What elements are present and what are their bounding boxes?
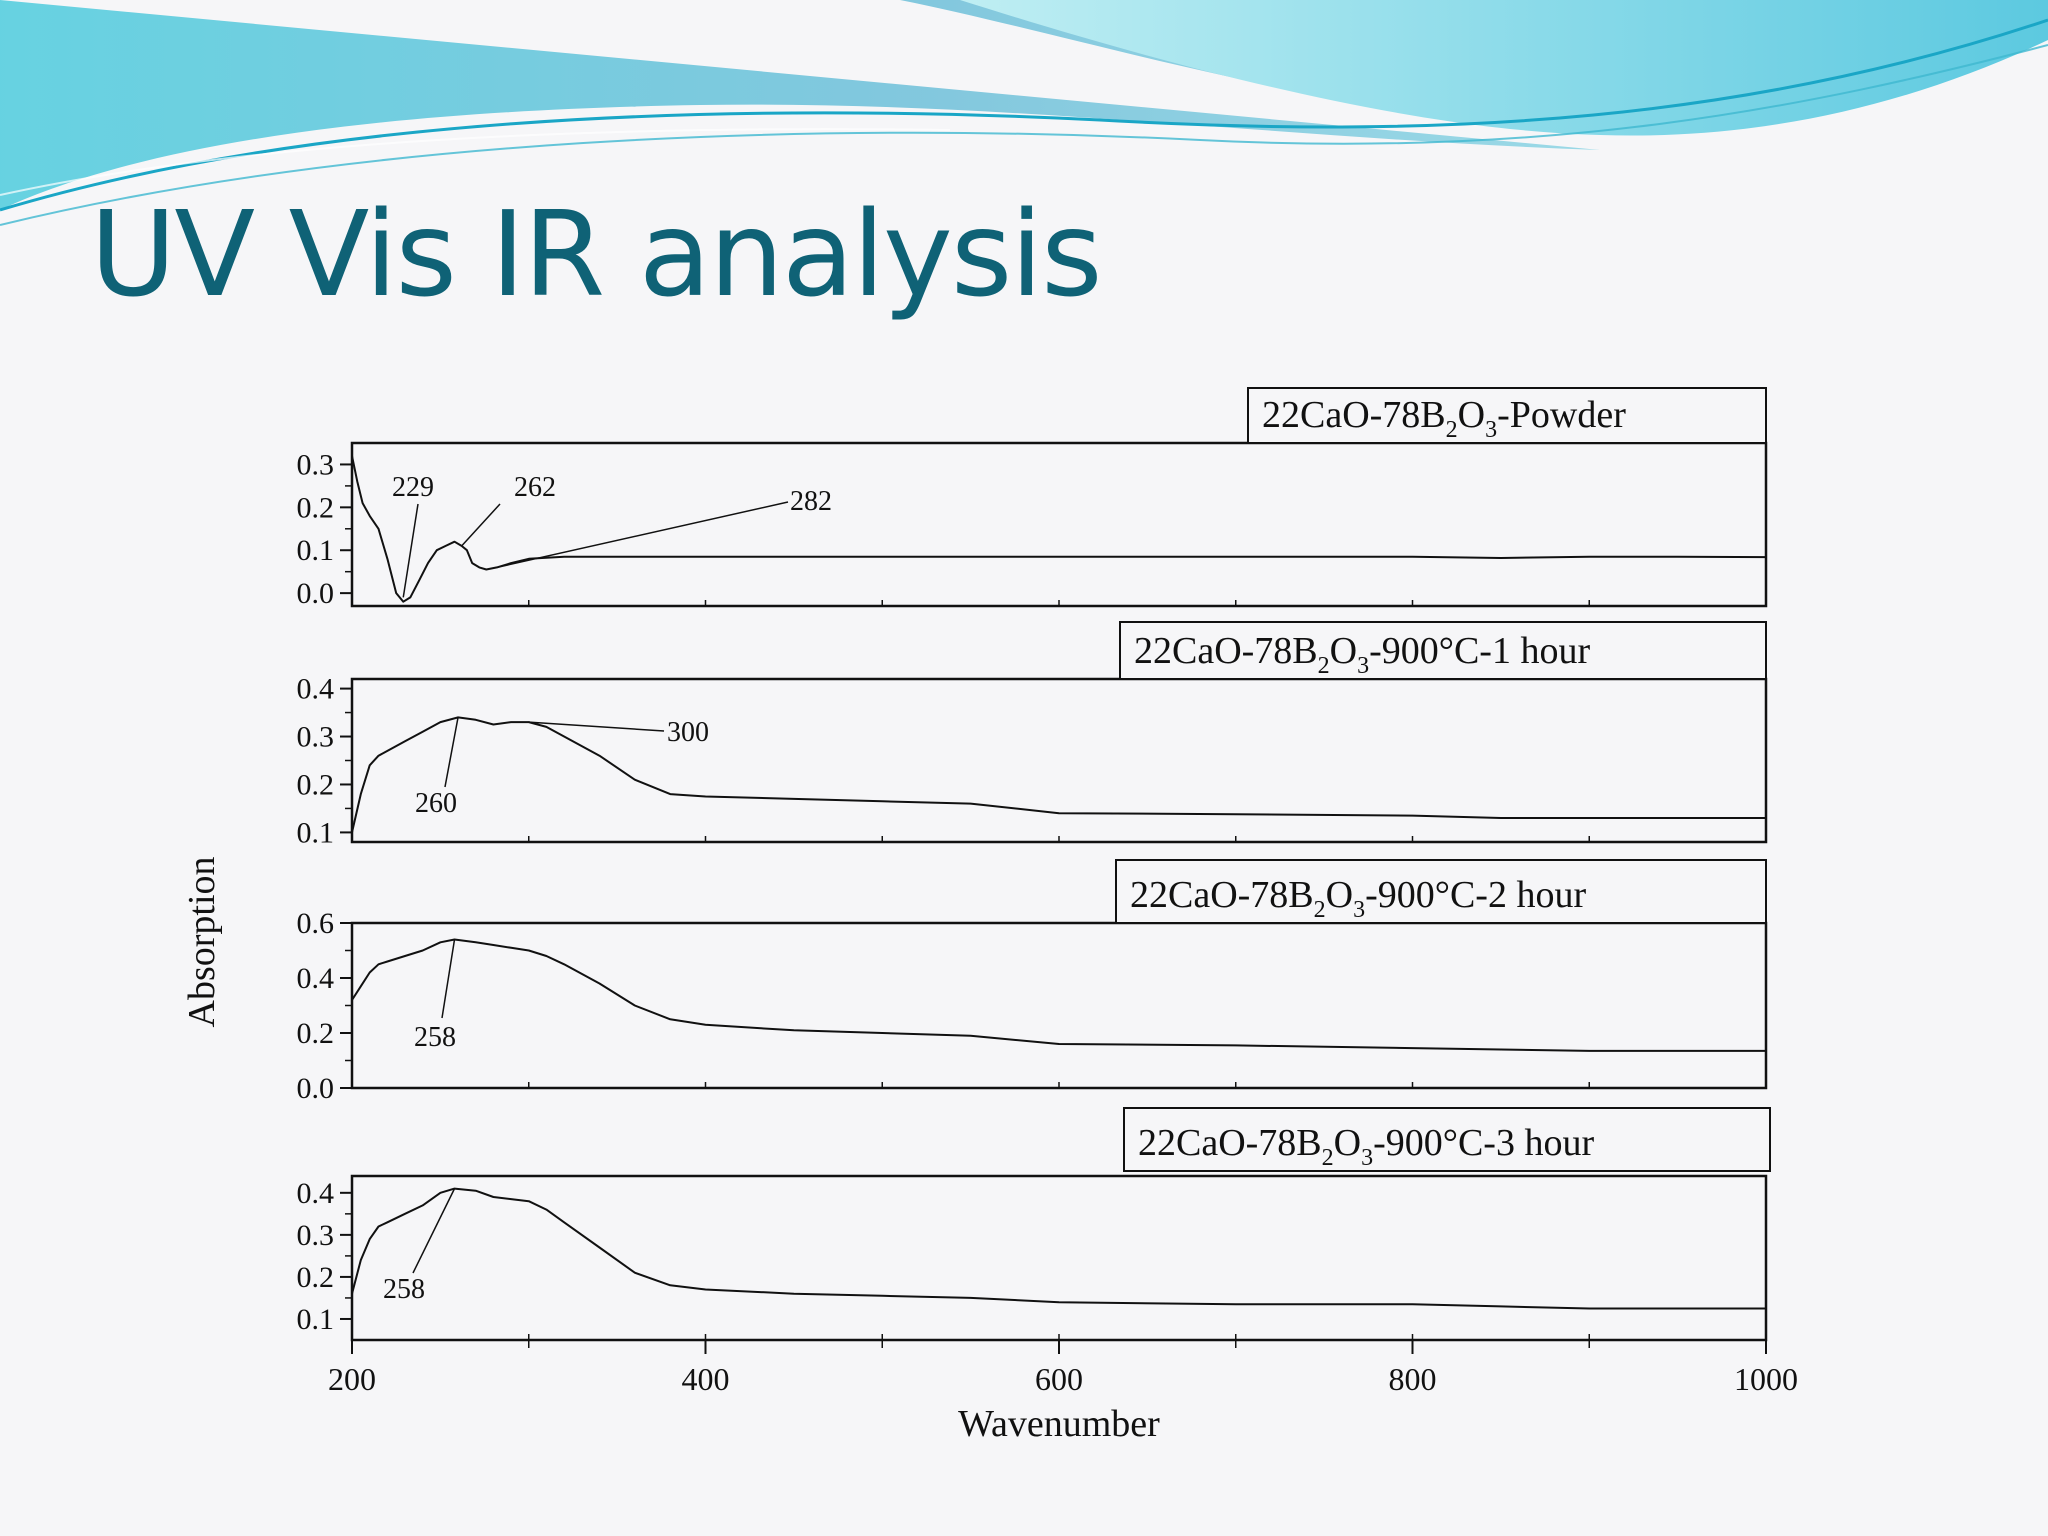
y-tick-label: 0.2 — [297, 1261, 335, 1294]
panel-3: 0.0 0.2 0.4 0.6 258 22CaO-78B2O3-900°C-2 hour — [297, 859, 1768, 1105]
y-tick-label: 0.6 — [297, 907, 335, 940]
slide-banner — [0, 0, 2048, 226]
plot-frame — [350, 1174, 1768, 1342]
plot-frame — [350, 921, 1768, 1090]
x-tick-label: 400 — [682, 1361, 730, 1397]
annotation-leader — [441, 939, 456, 1019]
legend-label: 22CaO-78B2O3-900°C-3 hour — [1138, 1122, 1594, 1171]
annotation-leader — [412, 1188, 456, 1274]
y-tick-label: 0.0 — [297, 1072, 335, 1105]
legend-box: 22CaO-78B2O3-900°C-3 hour — [1123, 1107, 1771, 1172]
x-tick-label: 800 — [1389, 1361, 1437, 1397]
peak-label-260: 260 — [415, 788, 457, 819]
legend-label: 22CaO-78B2O3-Powder — [1262, 394, 1626, 443]
y-axis-label: Absorption — [181, 857, 223, 1028]
peak-label-258: 258 — [414, 1022, 456, 1053]
slide-title: UV Vis IR analysis — [90, 185, 1103, 323]
annotation-leader — [528, 721, 665, 732]
annotation-leader — [461, 503, 501, 547]
legend-box: 22CaO-78B2O3-900°C-2 hour — [1115, 859, 1767, 924]
plot-frame — [350, 441, 1768, 608]
x-tick-label: 1000 — [1734, 1361, 1798, 1397]
annotation-leader — [496, 501, 789, 569]
series-line — [351, 1187, 1766, 1310]
peak-label-282: 282 — [790, 486, 832, 517]
panel-1: 0.0 0.1 0.2 0.3 229 262 282 22CaO-78B2O3-Powder — [297, 387, 1768, 610]
y-tick-label: 0.2 — [297, 768, 335, 801]
y-tick-label: 0.3 — [297, 448, 335, 481]
legend-frame — [1247, 387, 1767, 444]
x-axis-label: Wavenumber — [958, 1403, 1160, 1445]
peak-label-258: 258 — [383, 1274, 425, 1305]
banner-stripe-2 — [0, 44, 2048, 226]
y-tick-label: 0.0 — [297, 577, 335, 610]
y-tick-label: 0.1 — [297, 816, 335, 849]
x-tick-label: 600 — [1035, 1361, 1083, 1397]
y-tick-label: 0.3 — [297, 721, 335, 754]
series-line — [351, 938, 1766, 1052]
y-tick-label: 0.2 — [297, 1017, 335, 1050]
series-line — [351, 716, 1766, 833]
y-tick-label: 0.4 — [297, 673, 335, 706]
legend-box: 22CaO-78B2O3-900°C-1 hour — [1119, 621, 1767, 680]
legend-frame — [1115, 859, 1767, 924]
legend-label: 22CaO-78B2O3-900°C-2 hour — [1130, 874, 1586, 923]
legend-box: 22CaO-78B2O3-Powder — [1247, 387, 1767, 444]
legend-frame — [1123, 1107, 1771, 1172]
panel-2: 0.1 0.2 0.3 0.4 260 300 22CaO-78B2O3-900°C-1 h… — [297, 621, 1768, 849]
banner-wave-right — [960, 0, 2048, 136]
y-tick-label: 0.4 — [297, 1177, 335, 1210]
annotation-leader — [444, 717, 459, 788]
y-tick-label: 0.2 — [297, 491, 335, 524]
peak-label-300: 300 — [667, 717, 709, 748]
y-tick-label: 0.1 — [297, 1303, 335, 1336]
legend-frame — [1119, 621, 1767, 680]
annotation-leader — [402, 503, 419, 598]
y-tick-label: 0.4 — [297, 962, 335, 995]
panel-4: 0.1 0.2 0.3 0.4 258 22CaO-78B2O3-900°C-3 hour — [297, 1107, 1771, 1342]
peak-label-229: 229 — [392, 472, 434, 503]
legend-label: 22CaO-78B2O3-900°C-1 hour — [1134, 630, 1590, 679]
x-tick-label: 200 — [328, 1361, 376, 1397]
series-line — [351, 455, 1767, 603]
y-tick-label: 0.1 — [297, 534, 335, 567]
banner-stripe-3 — [0, 128, 951, 196]
y-tick-label: 0.3 — [297, 1219, 335, 1252]
banner-stripe-1 — [0, 18, 2048, 212]
peak-label-262: 262 — [514, 472, 556, 503]
